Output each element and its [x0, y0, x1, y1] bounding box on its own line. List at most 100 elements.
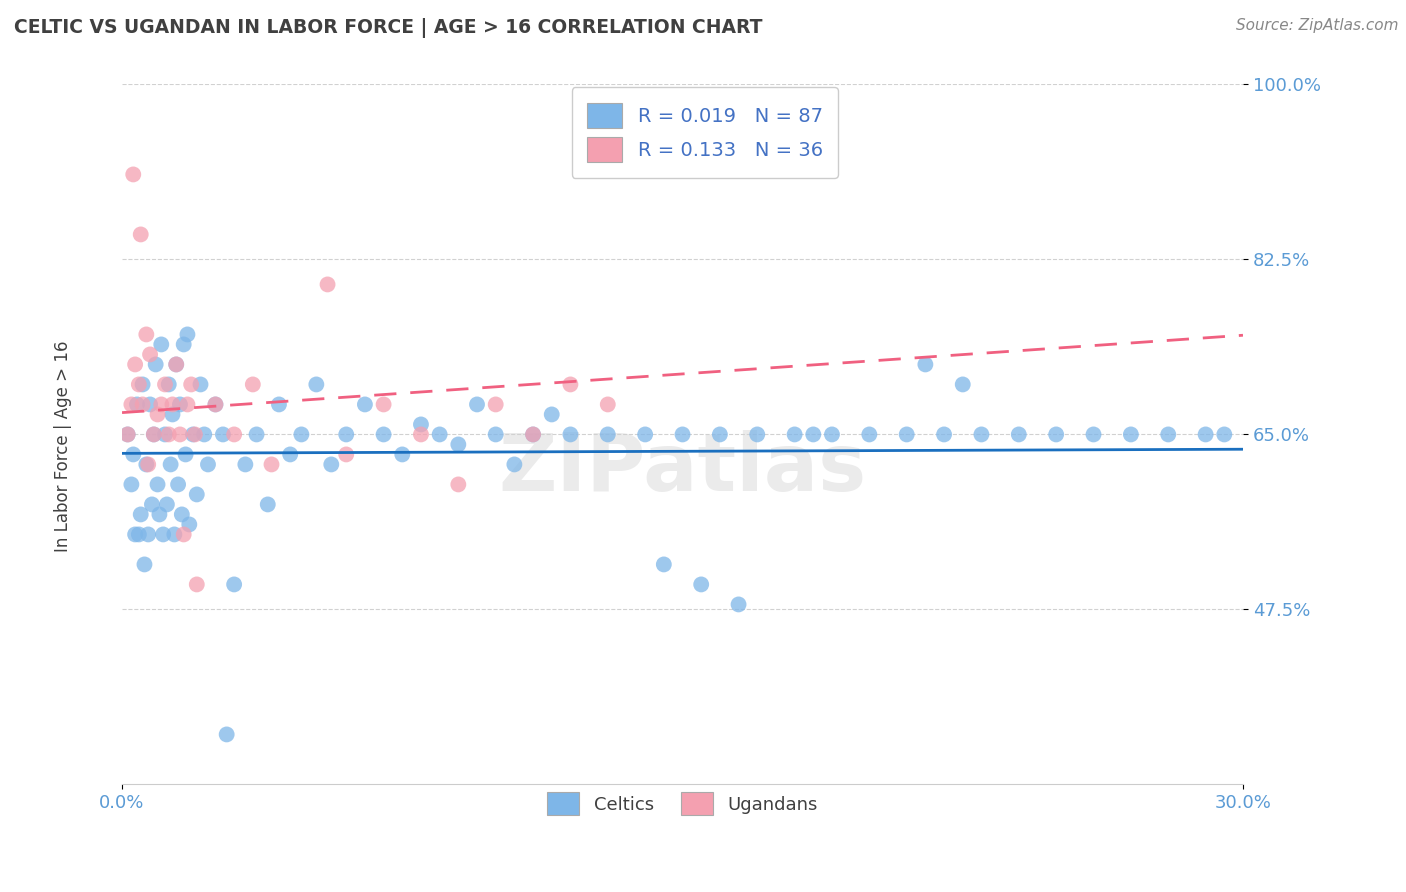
Text: In Labor Force | Age > 16: In Labor Force | Age > 16 — [55, 340, 72, 552]
Point — [447, 477, 470, 491]
Point — [373, 397, 395, 411]
Point — [179, 517, 201, 532]
Point — [142, 427, 165, 442]
Point — [135, 458, 157, 472]
Point — [1083, 427, 1105, 442]
Point — [305, 377, 328, 392]
Point — [335, 447, 357, 461]
Point — [129, 227, 152, 242]
Point — [135, 327, 157, 342]
Point — [186, 487, 208, 501]
Point — [224, 577, 246, 591]
Point — [124, 358, 146, 372]
Point — [165, 358, 187, 372]
Point — [173, 337, 195, 351]
Legend: Celtics, Ugandans: Celtics, Ugandans — [537, 783, 827, 824]
Point — [278, 447, 301, 461]
Point — [634, 427, 657, 442]
Point — [560, 427, 582, 442]
Point — [117, 427, 139, 442]
Point — [522, 427, 544, 442]
Point — [204, 397, 226, 411]
Point — [709, 427, 731, 442]
Point — [409, 427, 432, 442]
Point — [540, 408, 562, 422]
Point — [176, 397, 198, 411]
Point — [170, 508, 193, 522]
Point — [125, 397, 148, 411]
Point — [560, 377, 582, 392]
Point — [197, 458, 219, 472]
Point — [652, 558, 675, 572]
Point — [156, 498, 179, 512]
Point — [747, 427, 769, 442]
Point — [131, 397, 153, 411]
Point — [485, 397, 508, 411]
Point — [260, 458, 283, 472]
Point — [290, 427, 312, 442]
Point — [212, 427, 235, 442]
Point — [120, 397, 142, 411]
Point — [335, 427, 357, 442]
Point — [157, 377, 180, 392]
Point — [224, 427, 246, 442]
Point — [690, 577, 713, 591]
Point — [596, 397, 619, 411]
Point — [163, 527, 186, 541]
Point — [256, 498, 278, 512]
Text: CELTIC VS UGANDAN IN LABOR FORCE | AGE > 16 CORRELATION CHART: CELTIC VS UGANDAN IN LABOR FORCE | AGE >… — [14, 18, 762, 37]
Point — [128, 527, 150, 541]
Point — [932, 427, 955, 442]
Point — [117, 427, 139, 442]
Point — [165, 358, 187, 372]
Point — [914, 358, 936, 372]
Point — [129, 508, 152, 522]
Point — [321, 458, 343, 472]
Point — [124, 527, 146, 541]
Point — [162, 408, 184, 422]
Point — [1119, 427, 1142, 442]
Point — [148, 508, 170, 522]
Point — [522, 427, 544, 442]
Point — [465, 397, 488, 411]
Point — [184, 427, 207, 442]
Point — [242, 377, 264, 392]
Point — [145, 358, 167, 372]
Point — [122, 168, 145, 182]
Point — [952, 377, 974, 392]
Point — [169, 427, 191, 442]
Point — [801, 427, 824, 442]
Point — [186, 577, 208, 591]
Point — [152, 527, 174, 541]
Point — [447, 437, 470, 451]
Point — [245, 427, 267, 442]
Point — [1194, 427, 1216, 442]
Point — [1213, 427, 1236, 442]
Point — [120, 477, 142, 491]
Point — [167, 477, 190, 491]
Point — [153, 377, 176, 392]
Point — [1157, 427, 1180, 442]
Point — [136, 458, 159, 472]
Point — [783, 427, 806, 442]
Point — [727, 598, 749, 612]
Point — [671, 427, 693, 442]
Point — [391, 447, 413, 461]
Point — [157, 427, 180, 442]
Point — [821, 427, 844, 442]
Point — [146, 408, 169, 422]
Point — [159, 458, 181, 472]
Point — [193, 427, 215, 442]
Point — [174, 447, 197, 461]
Point — [122, 447, 145, 461]
Text: ZIPatlas: ZIPatlas — [498, 431, 866, 508]
Point — [169, 397, 191, 411]
Point — [150, 397, 173, 411]
Point — [235, 458, 257, 472]
Point — [429, 427, 451, 442]
Point — [267, 397, 290, 411]
Text: Source: ZipAtlas.com: Source: ZipAtlas.com — [1236, 18, 1399, 33]
Point — [970, 427, 993, 442]
Point — [190, 377, 212, 392]
Point — [503, 458, 526, 472]
